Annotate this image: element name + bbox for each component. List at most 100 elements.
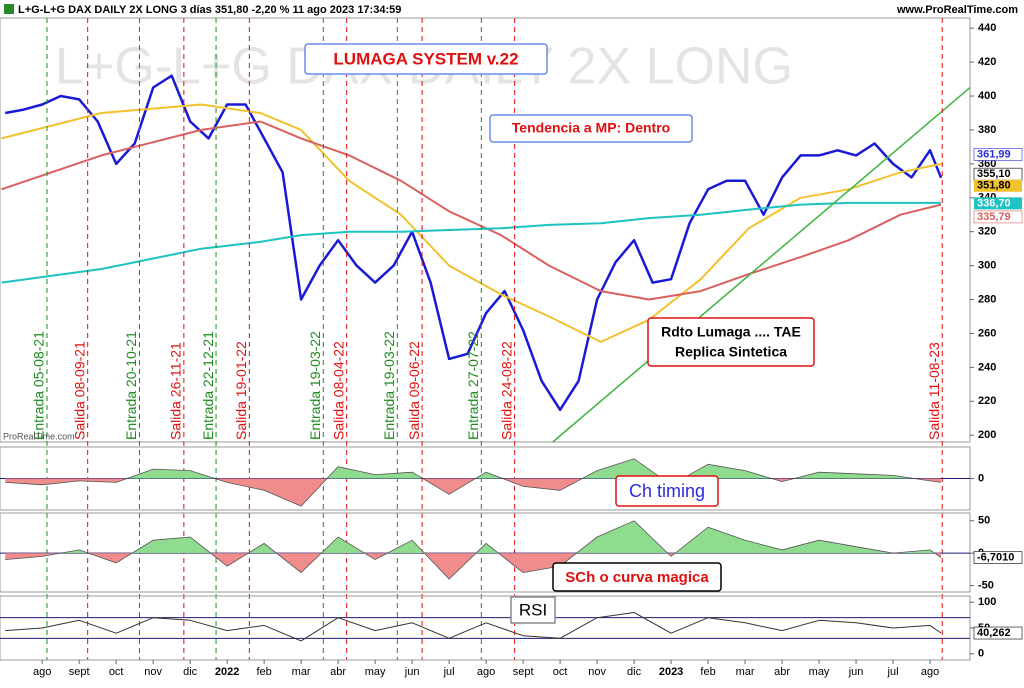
trendline [552,86,971,443]
x-tick-label: jun [404,666,420,678]
x-tick-label: feb [700,666,715,678]
annotation: LUMAGA SYSTEM v.22 [333,49,518,68]
icon [4,4,14,14]
x-tick-label: nov [588,666,606,678]
price-marker-label: -6,7010 [977,551,1014,563]
x-tick-label: oct [553,666,568,678]
price-marker-label: 336,70 [977,197,1011,209]
price-marker-box [974,179,1022,192]
annotation-box [552,562,722,592]
price-marker-box [973,210,1023,224]
area-outline [5,458,942,507]
signal-label: Entrada 19-03-22 [381,331,397,440]
series-line [5,612,942,642]
x-tick-label: may [809,666,830,678]
series-line [1,120,942,301]
annotation: Replica Sintetica [675,344,787,360]
y-tick-label: 280 [978,293,996,305]
price-marker-label: 361,99 [977,148,1011,160]
x-tick-label: 2022 [215,666,239,678]
y-tick-label: 320 [978,226,996,238]
price-marker-box [973,626,1023,640]
annotation: Rdto Lumaga .... TAE [661,324,801,340]
signal-label: Salida 09-06-22 [406,341,422,440]
price-marker-box [974,197,1022,210]
price-marker-label: 335,79 [977,211,1011,223]
y-tick-label: 50 [978,515,990,527]
x-tick-label: feb [256,666,271,678]
header-site: www.ProRealTime.com [896,4,1018,16]
x-tick-label: sept [513,666,534,678]
signal-label: Entrada 27-07-22 [465,331,481,440]
x-tick-label: ago [477,666,495,678]
y-tick-label: 240 [978,361,996,373]
signal-label: Salida 24-08-22 [498,341,514,440]
area-outline [5,520,942,580]
series-line [1,201,942,284]
x-tick-label: dic [627,666,642,678]
area-positive [5,458,942,479]
y-tick-label: -50 [978,579,994,591]
x-tick-label: may [365,666,386,678]
y-tick-label: 220 [978,395,996,407]
panel-frame [0,17,971,443]
series-line [4,74,943,412]
signal-label: Salida 11-08-23 [926,342,942,440]
annotation-box [510,596,556,624]
price-marker-box [973,148,1023,161]
x-tick-label: abr [774,666,790,678]
y-tick-label: 200 [978,429,996,441]
x-tick-label: nov [144,666,162,678]
x-tick-label: dic [183,666,198,678]
x-tick-label: ago [33,666,51,678]
y-tick-label: 300 [978,260,996,272]
panel-frame [0,512,971,593]
x-tick-label: 2023 [659,666,683,678]
y-tick-label: 400 [978,90,996,102]
x-tick-label: jul [887,666,899,678]
y-tick-label: 260 [978,327,996,339]
y-tick-label: 380 [978,124,996,136]
signal-label: Salida 26-11-21 [168,342,184,440]
annotation: SCh o curva magica [565,569,709,586]
signal-label: Salida 19-01-22 [233,341,249,440]
annotation-box [489,114,693,143]
y-tick-label: 100 [978,596,996,608]
plot: 200220240260280300320340360380400420440E… [0,17,1023,678]
price-marker-label: 351,80 [977,180,1011,192]
area-negative [5,478,942,507]
series-line [1,103,942,343]
area-positive [60,520,935,554]
x-tick-label: mar [736,666,755,678]
signal-label: Entrada 20-10-21 [123,331,139,440]
signal-label: Salida 08-09-21 [71,341,87,440]
x-tick-label: abr [330,666,346,678]
header-title: L+G-L+G DAX DAILY 2X LONG 3 días 351,80 … [18,4,401,16]
x-tick-label: ago [921,666,939,678]
area-negative [5,553,942,579]
y-tick-label: 0 [978,472,984,484]
annotation-box [615,475,719,507]
price-marker-label: 40,262 [977,627,1011,639]
annotation-box [647,317,815,367]
price-marker-box [973,551,1023,564]
y-tick-label: 0 [978,648,984,660]
annotations: LUMAGA SYSTEM v.22 Tendencia a MP: Dentr… [3,43,815,624]
x-tick-label: mar [292,666,311,678]
signal-label: Entrada 22-12-21 [200,331,216,440]
credit: ProRealTime.com [3,431,75,441]
annotation-box [304,43,548,75]
x-tick-label: jun [848,666,864,678]
x-tick-label: oct [109,666,124,678]
y-tick-label: 420 [978,56,996,68]
annotation: RSI [519,600,547,619]
signal-label: Entrada 19-03-22 [307,331,323,440]
signal-label: Salida 08-04-22 [330,341,346,440]
annotation: Ch timing [629,481,705,501]
y-tick-label: 440 [978,22,996,34]
price-marker-label: 355,10 [977,168,1011,180]
x-tick-label: jul [443,666,455,678]
